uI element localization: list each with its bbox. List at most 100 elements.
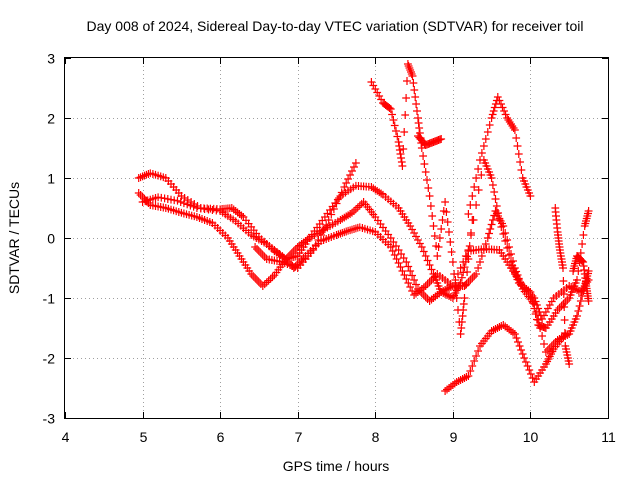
data-point bbox=[483, 128, 492, 136]
data-point bbox=[518, 350, 527, 358]
data-point bbox=[417, 243, 426, 251]
data-point bbox=[503, 244, 512, 252]
data-point bbox=[493, 93, 502, 101]
data-point bbox=[501, 229, 510, 237]
data-point bbox=[402, 94, 411, 102]
data-point bbox=[443, 218, 452, 226]
data-point bbox=[350, 225, 358, 233]
data-point bbox=[525, 366, 534, 374]
data-point bbox=[429, 222, 438, 230]
data-point bbox=[466, 201, 475, 209]
data-point bbox=[348, 225, 356, 234]
data-point bbox=[459, 300, 468, 308]
data-point bbox=[485, 121, 494, 129]
data-point bbox=[406, 267, 415, 275]
data-point bbox=[447, 248, 456, 256]
y-tick-label: 1 bbox=[47, 171, 55, 187]
y-tick-label: 2 bbox=[47, 111, 55, 127]
x-tick-labels: 4 5 6 7 8 9 10 11 bbox=[62, 429, 616, 445]
data-point bbox=[392, 255, 401, 263]
data-point bbox=[251, 274, 260, 282]
data-point bbox=[512, 334, 521, 342]
y-tick-label: -1 bbox=[43, 291, 56, 307]
data-point bbox=[412, 100, 421, 108]
data-point bbox=[497, 223, 506, 231]
data-point bbox=[414, 119, 423, 127]
data-point bbox=[472, 270, 481, 278]
data-point bbox=[501, 237, 510, 245]
data-point bbox=[266, 274, 275, 283]
data-point bbox=[470, 272, 479, 280]
data-point bbox=[264, 276, 273, 285]
data-point bbox=[419, 152, 428, 160]
data-point bbox=[334, 230, 343, 239]
x-tick-label: 4 bbox=[62, 429, 70, 445]
x-tick-label: 5 bbox=[140, 429, 148, 445]
data-point bbox=[409, 79, 418, 87]
data-point bbox=[251, 243, 260, 251]
data-point bbox=[419, 247, 428, 256]
data-point bbox=[545, 301, 554, 309]
data-point bbox=[479, 142, 488, 150]
data-point bbox=[428, 212, 437, 220]
data-point bbox=[415, 124, 424, 132]
data-point bbox=[408, 271, 417, 280]
x-tick-label: 10 bbox=[523, 429, 539, 445]
data-point bbox=[540, 340, 548, 348]
data-point bbox=[390, 121, 399, 130]
data-point bbox=[346, 171, 355, 179]
data-point bbox=[477, 149, 486, 157]
data-point bbox=[520, 354, 529, 362]
data-point bbox=[398, 267, 407, 275]
data-point bbox=[541, 308, 550, 316]
data-point bbox=[441, 198, 450, 206]
data-point bbox=[538, 332, 547, 340]
data-point bbox=[412, 232, 420, 241]
data-point bbox=[410, 229, 419, 237]
data-point bbox=[340, 228, 349, 237]
data-point bbox=[394, 138, 403, 146]
data-point bbox=[515, 342, 524, 350]
data-point bbox=[420, 160, 429, 168]
data-point bbox=[559, 277, 568, 285]
data-point bbox=[456, 330, 465, 338]
data-point bbox=[408, 225, 417, 234]
data-point bbox=[299, 254, 308, 262]
data-point bbox=[450, 270, 459, 278]
y-tick-labels: -3 -2 -1 0 1 2 3 bbox=[43, 51, 56, 427]
x-axis-label: GPS time / hours bbox=[283, 458, 390, 474]
grid-lines bbox=[65, 58, 608, 418]
data-point bbox=[400, 271, 409, 279]
data-point bbox=[373, 88, 382, 97]
data-point bbox=[505, 243, 514, 251]
data-point bbox=[402, 275, 411, 283]
data-point bbox=[514, 338, 522, 346]
data-point bbox=[468, 362, 477, 370]
y-tick-label: -2 bbox=[43, 351, 56, 367]
data-point bbox=[445, 228, 453, 236]
data-point bbox=[578, 240, 587, 248]
data-point bbox=[509, 257, 517, 265]
data-point bbox=[446, 238, 455, 246]
data-point bbox=[390, 251, 399, 259]
data-point bbox=[268, 273, 277, 281]
data-point bbox=[497, 100, 505, 108]
data-point bbox=[483, 234, 492, 242]
y-tick-label: 3 bbox=[47, 51, 55, 67]
data-point bbox=[350, 163, 358, 171]
data-point bbox=[465, 242, 474, 250]
data-point bbox=[513, 142, 522, 150]
data-point bbox=[488, 181, 497, 189]
data-point bbox=[521, 358, 530, 366]
data-point bbox=[262, 278, 271, 287]
data-point bbox=[397, 158, 406, 166]
data-point bbox=[342, 227, 351, 236]
data-point bbox=[560, 316, 569, 324]
data-point bbox=[474, 264, 483, 272]
data-point bbox=[423, 280, 432, 288]
data-point bbox=[351, 159, 360, 167]
data-point bbox=[528, 374, 537, 382]
data-point bbox=[512, 134, 521, 142]
data-point bbox=[543, 304, 552, 313]
data-point bbox=[414, 114, 422, 122]
